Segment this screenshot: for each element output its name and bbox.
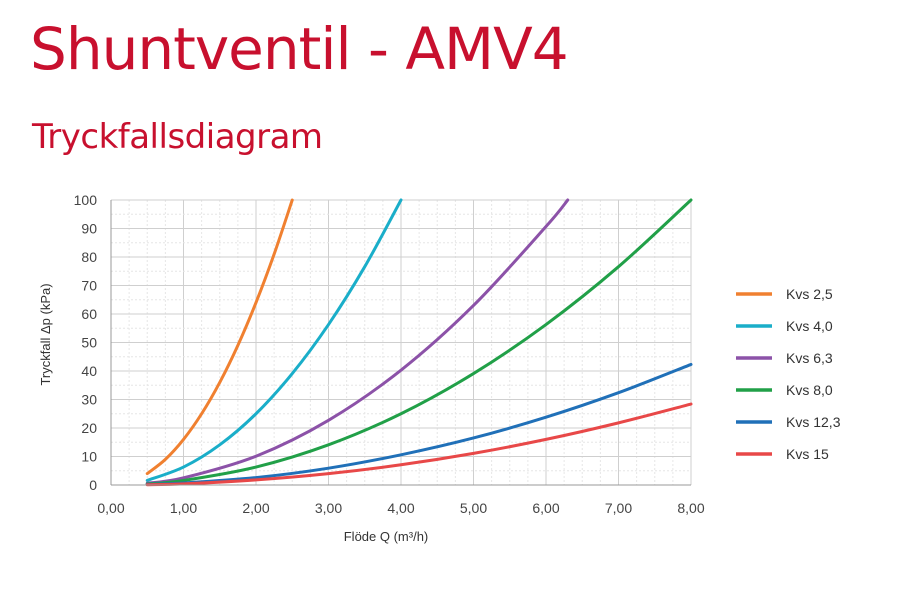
y-tick-label: 60: [81, 306, 97, 322]
x-tick-label: 5,00: [460, 500, 487, 516]
y-tick-label: 40: [81, 363, 97, 379]
x-tick-label: 2,00: [242, 500, 269, 516]
legend-label-kvs-12-3: Kvs 12,3: [786, 414, 841, 430]
x-tick-label: 4,00: [387, 500, 414, 516]
page-title: Shuntventil - AMV4: [30, 15, 569, 83]
chart-legend: Kvs 2,5 Kvs 4,0 Kvs 6,3 Kvs 8,0 Kvs 12,3 Kvs …: [736, 286, 841, 462]
x-tick-label: 8,00: [677, 500, 704, 516]
legend-label-kvs-6-3: Kvs 6,3: [786, 350, 833, 366]
y-tick-label: 10: [81, 449, 97, 465]
y-tick-label: 80: [81, 249, 97, 265]
legend-label-kvs-8-0: Kvs 8,0: [786, 382, 833, 398]
x-axis-label: Flöde Q (m³/h): [344, 529, 429, 544]
legend-label-kvs-15: Kvs 15: [786, 446, 829, 462]
chart-series: [145, 198, 693, 487]
y-tick-label: 30: [81, 392, 97, 408]
y-tick-label: 20: [81, 420, 97, 436]
x-tick-label: 6,00: [532, 500, 559, 516]
x-tick-label: 7,00: [605, 500, 632, 516]
y-axis-label: Tryckfall Δp (kPa): [38, 283, 53, 385]
chart-subtitle: Tryckfallsdiagram: [32, 117, 323, 157]
y-tick-label: 0: [89, 477, 97, 493]
y-tick-label: 90: [81, 221, 97, 237]
legend-label-kvs-2-5: Kvs 2,5: [786, 286, 833, 302]
x-tick-label: 1,00: [170, 500, 197, 516]
series-line-kvs-6-3: [145, 198, 570, 485]
x-tick-label: 3,00: [315, 500, 342, 516]
chart-grid: [110, 199, 692, 486]
series-line-kvs-8-0: [145, 198, 693, 486]
legend-label-kvs-4-0: Kvs 4,0: [786, 318, 833, 334]
chart-axes: 0,00 1,00 2,00 3,00 4,00 5,00 6,00 7,00 8,00 0 10 2…: [74, 192, 705, 516]
x-tick-label: 0,00: [97, 500, 124, 516]
y-tick-label: 100: [74, 192, 98, 208]
series-line-kvs-4-0: [145, 198, 403, 482]
y-tick-label: 70: [81, 278, 97, 294]
series-line-kvs-2-5: [145, 198, 294, 476]
series-line-kvs-15: [145, 402, 693, 487]
y-tick-label: 50: [81, 335, 97, 351]
